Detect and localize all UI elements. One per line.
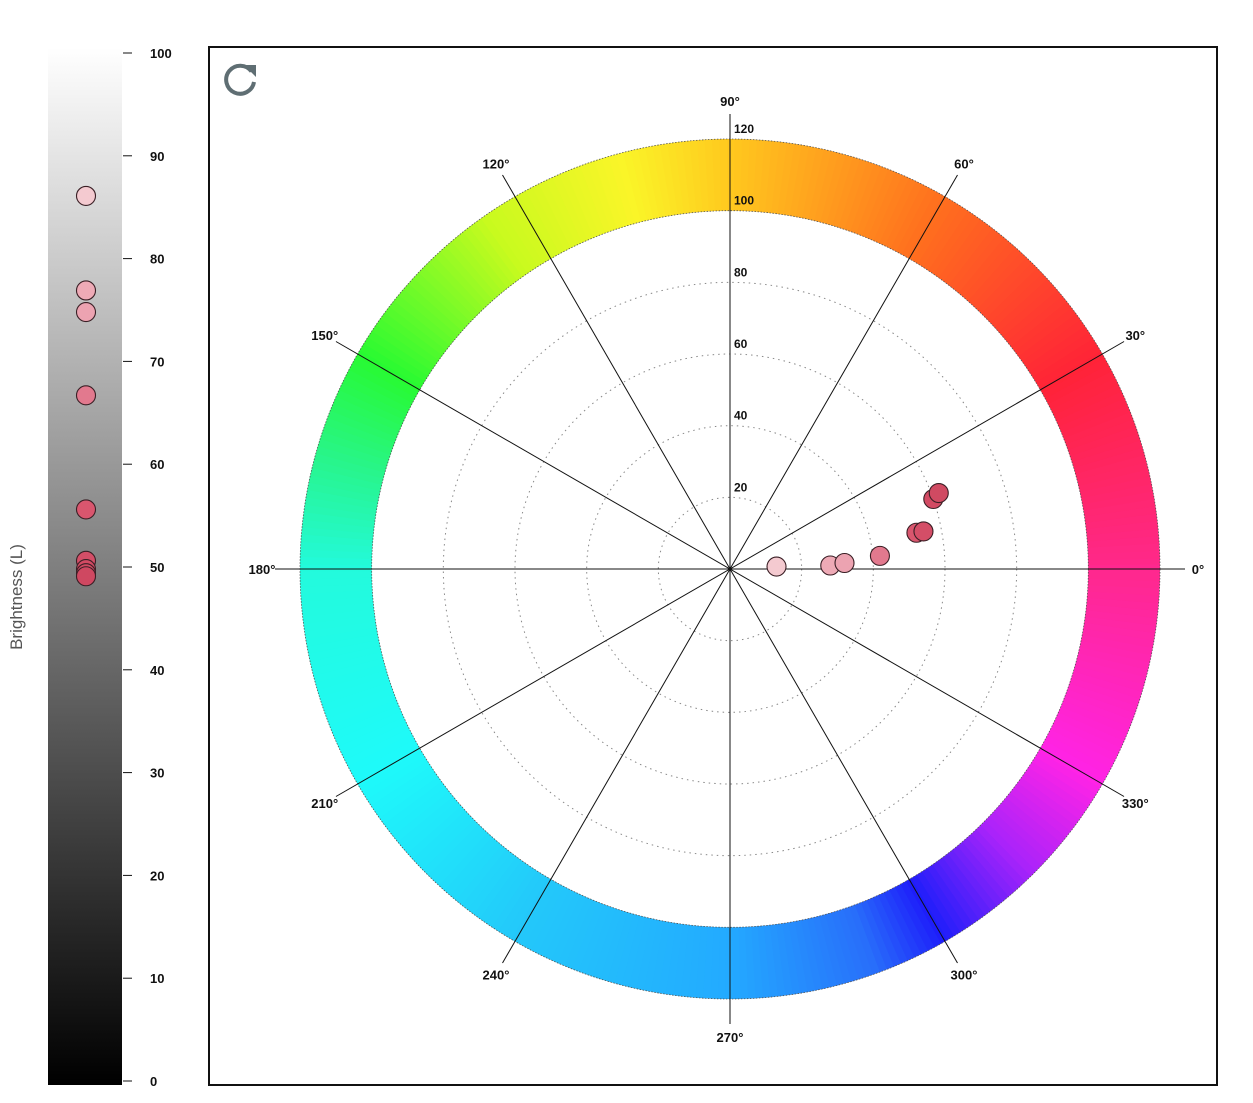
brightness-point <box>75 566 97 587</box>
angle-label: 180° <box>249 562 276 577</box>
brightness-tick-label: 80 <box>150 252 164 267</box>
brightness-point <box>75 302 97 323</box>
radial-label: 80 <box>734 265 748 279</box>
angle-label: 150° <box>311 328 338 343</box>
brightness-tick-label: 20 <box>150 868 164 883</box>
brightness-point <box>75 385 97 406</box>
angle-label: 90° <box>720 94 740 109</box>
radial-label: 40 <box>734 409 748 423</box>
polar-point <box>928 482 949 504</box>
polar-spoke <box>335 341 1125 797</box>
brightness-tick-label: 70 <box>150 354 164 369</box>
reset-button[interactable] <box>220 60 260 100</box>
angle-label: 60° <box>954 157 974 172</box>
hue-ring-segment <box>1088 564 1160 582</box>
radial-label: 100 <box>734 194 754 208</box>
polar-spokes <box>275 114 1185 1024</box>
radial-label: 20 <box>734 480 748 494</box>
angle-label: 330° <box>1122 796 1149 811</box>
angle-label: 210° <box>311 796 338 811</box>
radial-label: 60 <box>734 337 748 351</box>
angle-label: 300° <box>951 967 978 982</box>
brightness-axis-title: Brightness (L) <box>7 544 26 650</box>
brightness-point <box>75 499 97 520</box>
angle-labels: 0° 30° 60° 90° 120° 150° 180° 210° 240° 270° 300° 3… <box>249 94 1205 1045</box>
angle-label: 120° <box>483 157 510 172</box>
brightness-tick-label: 40 <box>150 663 164 678</box>
brightness-point <box>75 280 97 301</box>
brightness-tick-label: 0 <box>150 1074 157 1089</box>
angle-label: 270° <box>717 1030 744 1045</box>
polar-point <box>766 556 787 577</box>
angle-label: 0° <box>1192 562 1204 577</box>
polar-point <box>913 521 934 542</box>
radial-label: 120 <box>734 122 754 136</box>
brightness-tick-label: 30 <box>150 766 164 781</box>
brightness-tick-label: 60 <box>150 457 164 472</box>
angle-label: 240° <box>483 967 510 982</box>
brightness-tick-label: 50 <box>150 560 164 575</box>
hue-ring <box>299 138 1161 1000</box>
polar-points <box>766 482 949 577</box>
radial-labels: 20 40 60 80 100 120 <box>734 122 754 494</box>
brightness-points <box>75 185 97 587</box>
brightness-tick-label: 100 <box>150 46 172 61</box>
angle-label: 30° <box>1125 328 1145 343</box>
refresh-icon <box>224 63 256 96</box>
brightness-panel: 0 10 20 30 40 50 60 70 80 90 100 Brightness (L) <box>7 46 172 1089</box>
polar-point <box>869 545 890 566</box>
polar-frame <box>208 46 1218 1086</box>
brightness-tick-label: 90 <box>150 149 164 164</box>
polar-point <box>834 552 855 574</box>
polar-panel: 0° 30° 60° 90° 120° 150° 180° 210° 240° 270° 300° 3… <box>208 46 1218 1086</box>
brightness-axis: 0 10 20 30 40 50 60 70 80 90 100 <box>123 46 172 1089</box>
brightness-tick-label: 10 <box>150 971 164 986</box>
brightness-point <box>75 185 97 206</box>
